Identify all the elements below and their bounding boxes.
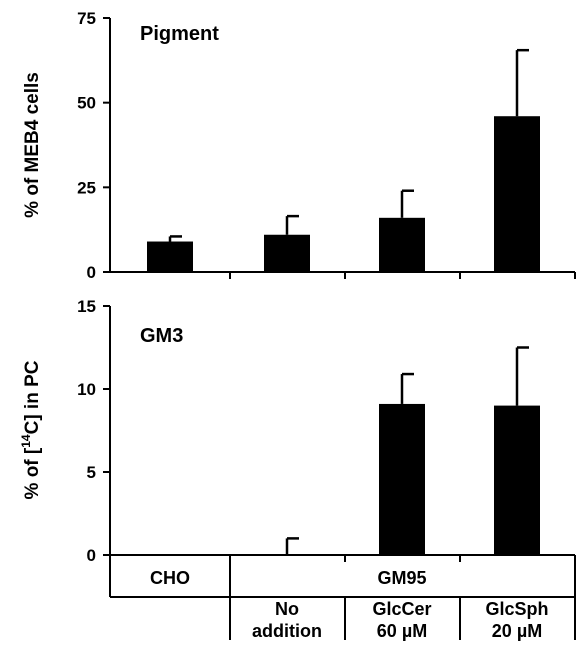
glccer-line2: 60 µM [377,621,427,641]
gm3-y-ticks: 0 5 10 15 [77,297,110,565]
no-addition-line1: No [275,599,299,619]
gm3-panel-label: GM3 [140,325,183,347]
gm3-x-ticks [229,555,576,562]
gm3-y-tick-label: 15 [77,297,96,316]
pigment-bar [379,217,425,272]
gm3-bar [494,405,540,555]
pigment-y-ticks: 0 25 50 75 [77,9,110,282]
gm3-panel: 0 5 10 15 GM3 % of [14C] in PC [19,297,576,565]
category-table: CHO GM95 No addition GlcCer 60 µM GlcSph… [109,555,576,641]
gm3-y-tick-label: 0 [87,546,96,565]
pigment-y-tick-label: 50 [77,94,96,113]
pigment-y-tick-label: 0 [87,263,96,282]
gm3-y-axis-title: % of [14C] in PC [19,360,43,499]
glcsph-line2: 20 µM [492,621,542,641]
pigment-y-tick-label: 25 [77,178,96,197]
glccer-line1: GlcCer [372,599,431,619]
no-addition-line2: addition [252,621,322,641]
pigment-bars [147,48,540,272]
pigment-panel-label: Pigment [140,23,219,45]
pigment-bar [147,241,193,272]
pigment-y-axis-title: % of MEB4 cells [22,72,43,218]
pigment-bar [494,116,540,272]
pigment-bar [264,234,310,272]
gm95-label: GM95 [377,568,426,588]
glcsph-line1: GlcSph [485,599,548,619]
pigment-x-ticks [229,272,576,279]
gm3-y-tick-label: 10 [77,380,96,399]
gm3-y-tick-label: 5 [87,463,96,482]
gm3-bar [379,403,425,555]
pigment-y-tick-label: 75 [77,9,96,28]
gm3-bars [285,346,540,555]
pigment-panel: 0 25 50 75 Pigment % of MEB4 cells [22,9,576,282]
cho-label: CHO [150,568,190,588]
